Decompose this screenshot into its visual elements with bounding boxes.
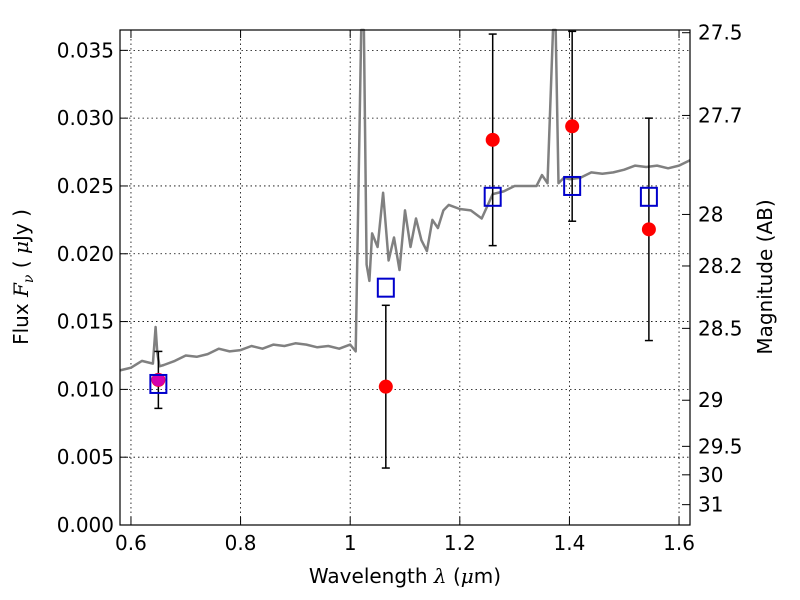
x-tick-label: 1 [344, 531, 357, 555]
x-tick-label: 1.4 [554, 531, 586, 555]
data-point-model [376, 277, 395, 298]
y-tick-label: 0.005 [57, 445, 114, 469]
y-axis-label: Flux Fν ( μJy ) [9, 209, 37, 345]
y2-tick-label: 27.7 [698, 103, 743, 127]
y-tick-label: 0.030 [57, 106, 114, 130]
x-tick-label: 0.8 [225, 531, 257, 555]
y2-tick-label: 28.2 [698, 254, 743, 278]
model-spectrum-line [119, 28, 691, 372]
error-bar-layer [154, 30, 653, 469]
model-spectrum-layer [119, 28, 691, 372]
y-tick-label: 0.000 [57, 513, 114, 537]
y-tick-label: 0.035 [57, 38, 114, 62]
data-point-observed [378, 379, 393, 394]
data-point-observed [565, 119, 580, 134]
y2-tick-label: 28.5 [698, 316, 743, 340]
y2-axis-ticks: 27.5 27.7 28 28.2 28.5 29 29.5 30 31 [682, 21, 743, 517]
x-axis-label: Wavelength λ (μm) [309, 564, 501, 588]
model-squares-layer [149, 175, 658, 394]
data-point-observed [485, 132, 500, 147]
y-tick-label: 0.010 [57, 377, 114, 401]
y2-tick-label: 29.5 [698, 434, 743, 458]
y2-tick-label: 28 [698, 202, 723, 226]
data-point-model [639, 186, 658, 207]
data-point-observed [641, 222, 656, 237]
y2-tick-label: 27.5 [698, 21, 743, 45]
x-tick-label: 1.6 [663, 531, 695, 555]
data-point-highlight [151, 373, 165, 387]
x-axis-ticks: 0.6 0.8 1 1.2 1.4 1.6 [115, 30, 695, 555]
x-tick-label: 1.2 [444, 531, 476, 555]
y-tick-label: 0.025 [57, 174, 114, 198]
y2-tick-label: 31 [698, 493, 723, 517]
y-tick-label: 0.020 [57, 242, 114, 266]
data-point-model [563, 175, 582, 196]
y2-axis-label: Magnitude (AB) [753, 199, 777, 354]
y2-tick-label: 30 [698, 463, 723, 487]
observed-points-layer [151, 119, 656, 394]
plot-frame [119, 29, 691, 526]
y-tick-label: 0.015 [57, 310, 114, 334]
x-tick-label: 0.6 [115, 531, 147, 555]
data-point-model [483, 186, 502, 207]
y2-tick-label: 29 [698, 388, 723, 412]
y-axis-ticks: 0.000 0.005 0.010 0.015 0.020 0.025 0.030 0.035 [57, 38, 128, 537]
data-point-model [149, 373, 168, 394]
grid-lines [120, 30, 690, 526]
